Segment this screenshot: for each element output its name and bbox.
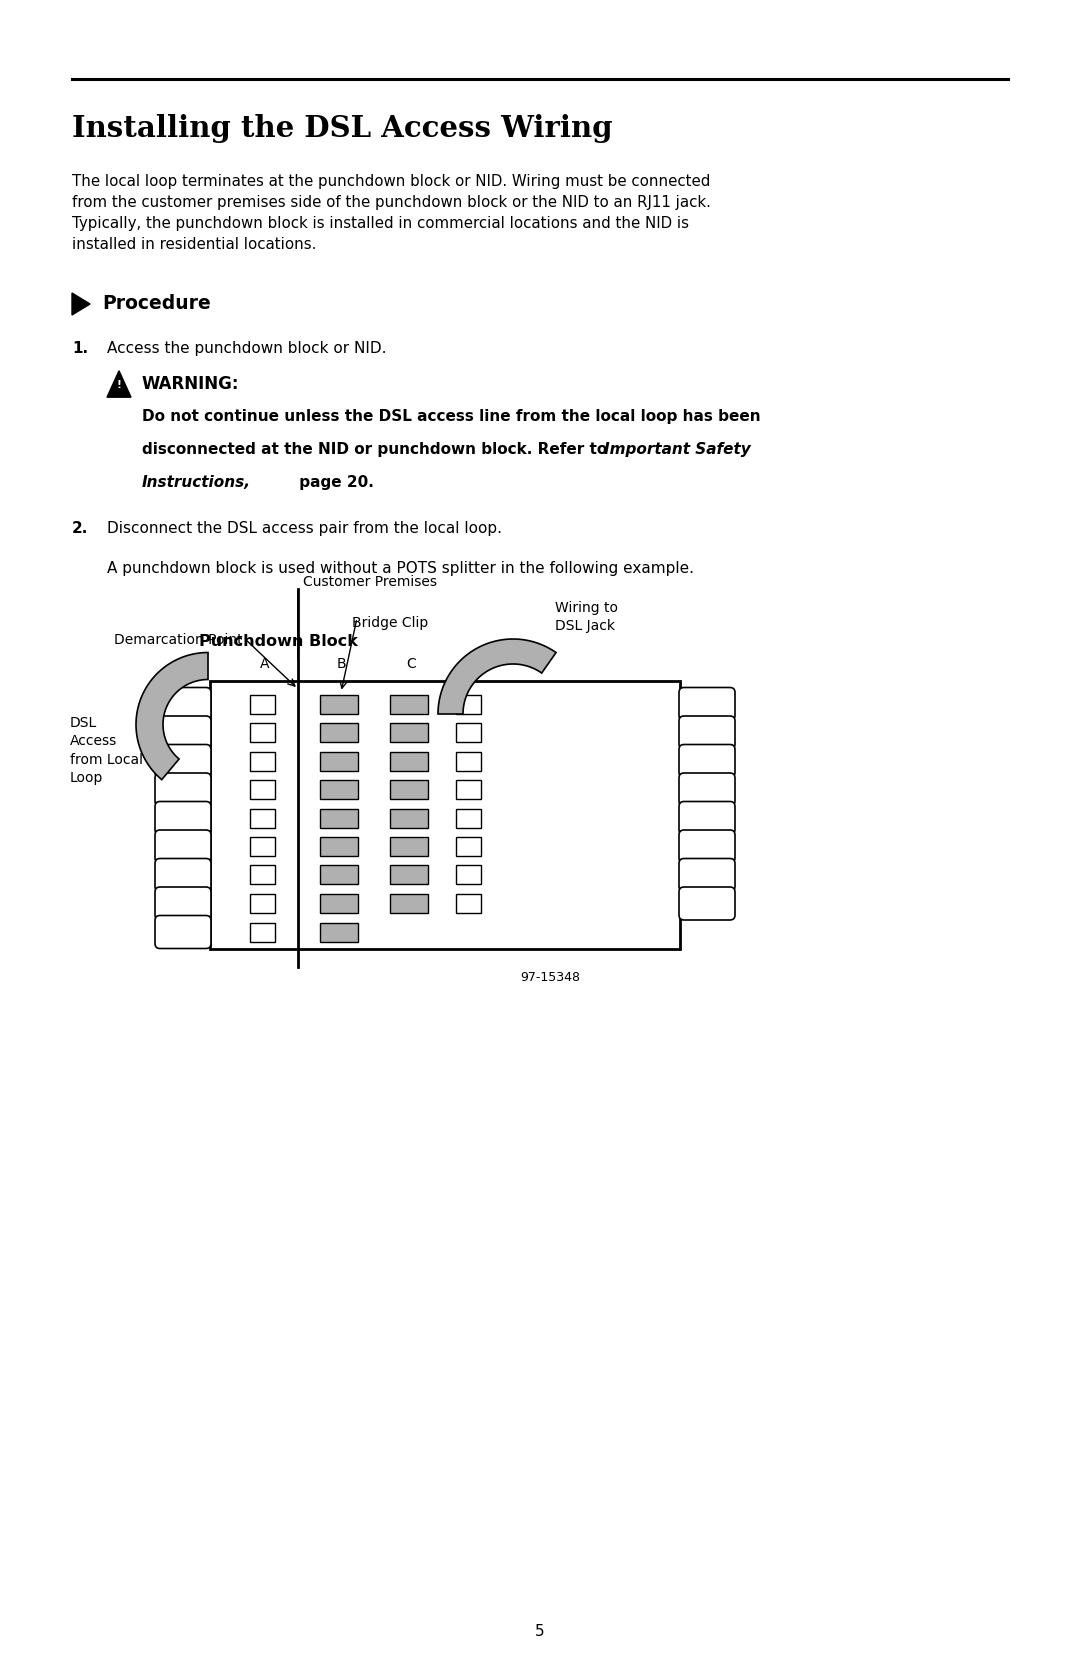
Bar [249, 923, 275, 941]
Bar [249, 723, 275, 743]
FancyBboxPatch shape [156, 688, 211, 721]
Text: Instructions,: Instructions, [141, 476, 251, 491]
FancyBboxPatch shape [156, 829, 211, 863]
FancyBboxPatch shape [156, 773, 211, 806]
Text: Punchdown Block: Punchdown Block [199, 634, 357, 649]
FancyBboxPatch shape [679, 716, 735, 749]
Bar [249, 779, 275, 799]
Text: Demarcation Point: Demarcation Point [114, 633, 243, 648]
Bar [249, 895, 275, 913]
Text: WARNING:: WARNING: [141, 376, 240, 392]
Bar [249, 808, 275, 828]
Text: !: ! [117, 381, 121, 391]
Bar [320, 723, 357, 743]
FancyBboxPatch shape [679, 886, 735, 920]
Text: A: A [260, 658, 269, 671]
Bar [320, 779, 357, 799]
Bar [678, 753, 692, 875]
FancyBboxPatch shape [156, 886, 211, 920]
Text: Customer Premises: Customer Premises [303, 576, 437, 589]
Text: Bridge Clip: Bridge Clip [352, 616, 429, 629]
Text: 5: 5 [536, 1624, 544, 1639]
FancyBboxPatch shape [156, 716, 211, 749]
Text: C: C [406, 658, 416, 671]
Text: Access the punchdown block or NID.: Access the punchdown block or NID. [107, 340, 387, 355]
Bar [249, 694, 275, 714]
Text: page 20.: page 20. [294, 476, 374, 491]
Bar [320, 866, 357, 885]
FancyBboxPatch shape [156, 801, 211, 834]
Polygon shape [136, 653, 208, 779]
FancyBboxPatch shape [156, 858, 211, 891]
Bar [390, 751, 428, 771]
Text: 2.: 2. [72, 521, 89, 536]
Bar [456, 836, 481, 856]
Text: 1.: 1. [72, 340, 89, 355]
Bar [456, 866, 481, 885]
Text: A punchdown block is used without a POTS splitter in the following example.: A punchdown block is used without a POTS… [107, 561, 694, 576]
FancyBboxPatch shape [156, 744, 211, 778]
Bar [320, 895, 357, 913]
FancyBboxPatch shape [679, 858, 735, 891]
Bar [320, 751, 357, 771]
Text: B: B [336, 658, 346, 671]
Polygon shape [107, 371, 131, 397]
Bar [456, 751, 481, 771]
Bar [320, 808, 357, 828]
Text: disconnected at the NID or punchdown block. Refer to: disconnected at the NID or punchdown blo… [141, 442, 612, 457]
Bar [210, 681, 680, 950]
Bar [456, 808, 481, 828]
Bar [390, 836, 428, 856]
FancyBboxPatch shape [156, 916, 211, 948]
Text: 97-15348: 97-15348 [519, 971, 580, 985]
Bar [198, 753, 212, 875]
Bar [249, 751, 275, 771]
Bar [320, 923, 357, 941]
Text: DSL
Access
from Local
Loop: DSL Access from Local Loop [70, 716, 143, 784]
Bar [390, 895, 428, 913]
Bar [390, 866, 428, 885]
Text: The local loop terminates at the punchdown block or NID. Wiring must be connecte: The local loop terminates at the punchdo… [72, 174, 711, 252]
Bar [456, 723, 481, 743]
Polygon shape [438, 639, 556, 714]
Bar [390, 808, 428, 828]
Bar [456, 895, 481, 913]
FancyBboxPatch shape [679, 829, 735, 863]
FancyBboxPatch shape [679, 773, 735, 806]
Text: D: D [465, 658, 476, 671]
Bar [390, 779, 428, 799]
Bar [456, 694, 481, 714]
FancyBboxPatch shape [679, 801, 735, 834]
Bar [456, 779, 481, 799]
Bar [249, 836, 275, 856]
FancyBboxPatch shape [679, 744, 735, 778]
Bar [320, 694, 357, 714]
Bar [390, 723, 428, 743]
Text: Important Safety: Important Safety [604, 442, 751, 457]
Text: Do not continue unless the DSL access line from the local loop has been: Do not continue unless the DSL access li… [141, 409, 760, 424]
FancyBboxPatch shape [679, 688, 735, 721]
Bar [390, 694, 428, 714]
Polygon shape [72, 294, 90, 315]
Text: Disconnect the DSL access pair from the local loop.: Disconnect the DSL access pair from the … [107, 521, 502, 536]
Bar [249, 866, 275, 885]
Text: Procedure: Procedure [102, 294, 211, 312]
Text: Installing the DSL Access Wiring: Installing the DSL Access Wiring [72, 113, 612, 144]
Text: Wiring to
DSL Jack: Wiring to DSL Jack [555, 601, 618, 634]
Bar [320, 836, 357, 856]
